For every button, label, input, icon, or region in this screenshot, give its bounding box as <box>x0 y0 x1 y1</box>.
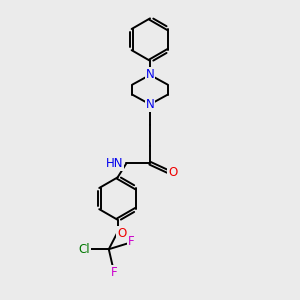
Text: F: F <box>111 266 118 279</box>
Text: F: F <box>128 236 135 248</box>
Text: O: O <box>168 166 177 178</box>
Text: Cl: Cl <box>79 243 90 256</box>
Text: HN: HN <box>106 157 124 170</box>
Text: N: N <box>146 68 154 81</box>
Text: O: O <box>117 227 127 240</box>
Text: N: N <box>146 98 154 111</box>
